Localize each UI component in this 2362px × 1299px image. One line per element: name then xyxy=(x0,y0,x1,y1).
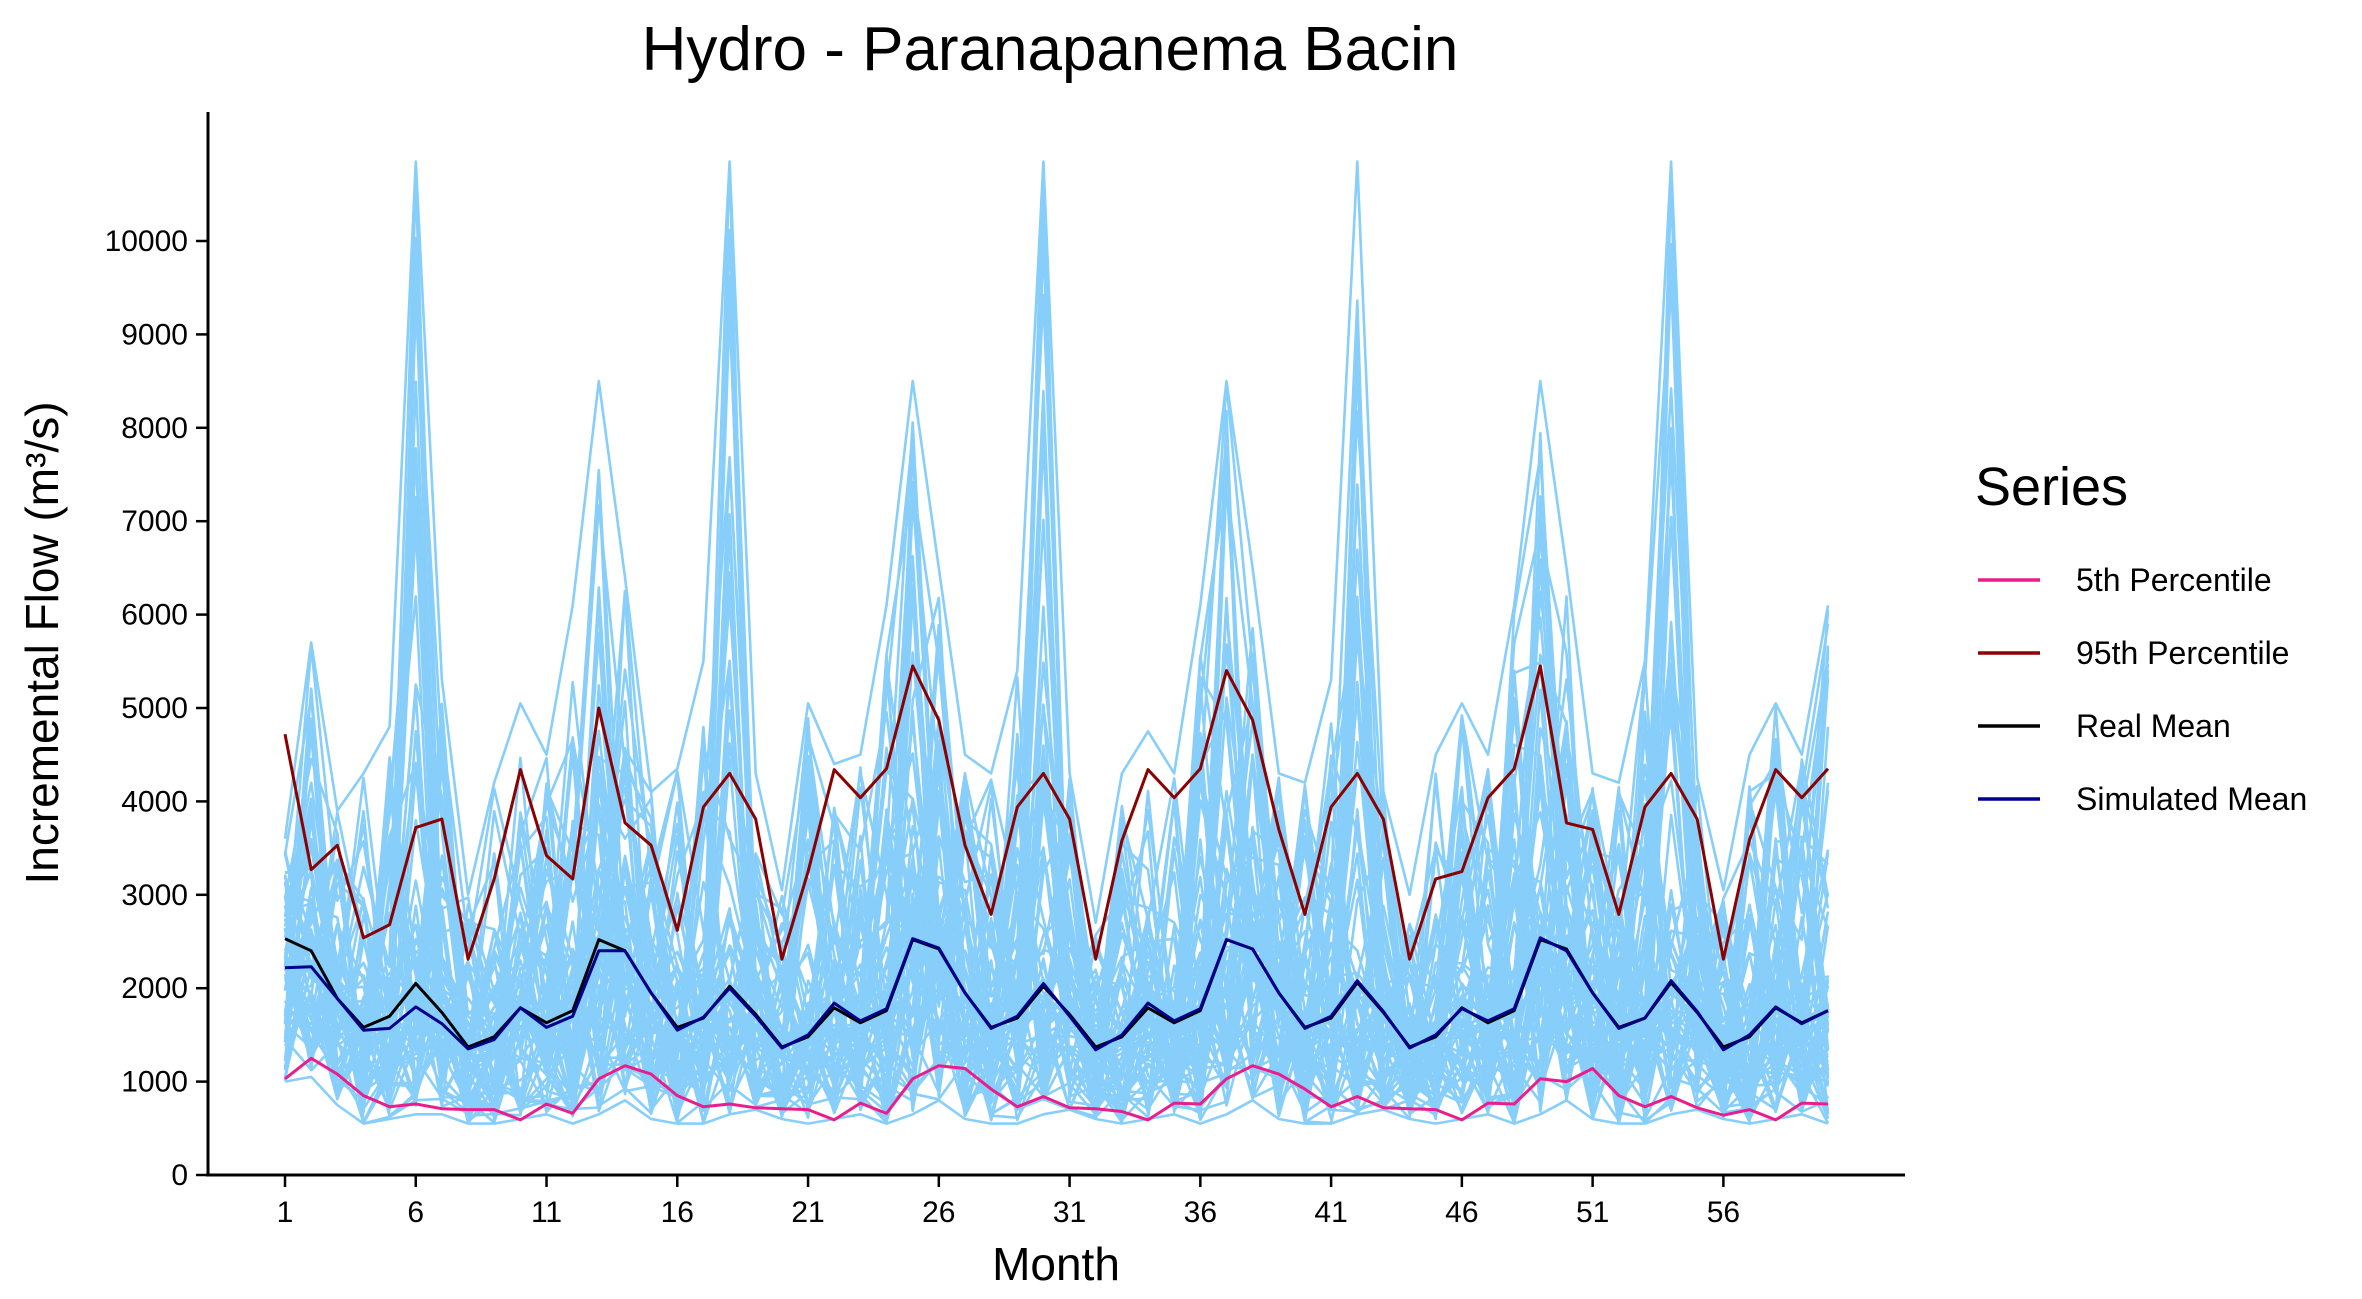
y-tick-label: 7000 xyxy=(121,505,188,538)
y-tick-label: 4000 xyxy=(121,785,188,818)
x-axis-title: Month xyxy=(992,1238,1120,1290)
x-tick-label: 46 xyxy=(1445,1196,1478,1229)
series-line-95th-percentile xyxy=(283,664,1830,961)
series-line-simulated-mean xyxy=(284,936,1829,1052)
y-tick-label: 10000 xyxy=(105,225,188,258)
series-line-5th-percentile xyxy=(284,1056,1829,1122)
y-tick-label: 5000 xyxy=(121,692,188,725)
x-tick-label: 51 xyxy=(1576,1196,1609,1229)
y-tick-label: 8000 xyxy=(121,412,188,445)
x-tick-label: 41 xyxy=(1314,1196,1347,1229)
simulated-scenarios xyxy=(283,160,1830,1125)
y-tick-label: 0 xyxy=(171,1159,188,1192)
y-tick-label: 1000 xyxy=(121,1066,188,1099)
y-tick-label: 6000 xyxy=(121,599,188,632)
simulated-scenario-line xyxy=(284,381,1830,1113)
y-tick-label: 9000 xyxy=(121,318,188,351)
legend-label: 5th Percentile xyxy=(2076,562,2272,598)
legend-label: Simulated Mean xyxy=(2076,781,2307,817)
chart-title: Hydro - Paranapanema Bacin xyxy=(642,15,1459,84)
legend: Series 5th Percentile 95th Percentile Real… xyxy=(1975,457,2307,817)
simulated-scenario-line xyxy=(283,595,1830,1121)
x-axis-ticks: 1 6 11 16 21 26 31 36 41 46 51 56 xyxy=(277,1175,1740,1229)
x-tick-label: 1 xyxy=(277,1196,294,1229)
x-tick-label: 16 xyxy=(661,1196,694,1229)
summary-series xyxy=(283,664,1830,1122)
x-tick-label: 56 xyxy=(1707,1196,1740,1229)
legend-label: 95th Percentile xyxy=(2076,635,2289,671)
simulated-scenario-line xyxy=(284,1075,1829,1125)
x-tick-label: 26 xyxy=(922,1196,955,1229)
y-axis-title: Incremental Flow (m³/s) xyxy=(16,401,68,884)
simulated-scenario-line xyxy=(283,511,1830,1114)
y-axis-ticks: 0 1000 2000 3000 4000 5000 6000 7000 8000 9000 100… xyxy=(105,225,208,1192)
x-tick-label: 11 xyxy=(531,1196,562,1229)
x-tick-label: 6 xyxy=(407,1196,424,1229)
simulated-scenario-line xyxy=(284,654,1829,1123)
x-tick-label: 21 xyxy=(791,1196,824,1229)
simulated-scenario-line xyxy=(283,380,1830,1125)
x-tick-label: 31 xyxy=(1053,1196,1086,1229)
simulated-scenario-line xyxy=(283,160,1830,925)
legend-title: Series xyxy=(1975,457,2128,517)
simulated-scenario-line xyxy=(283,161,1830,1116)
simulated-scenario-line xyxy=(283,615,1830,1119)
y-tick-label: 2000 xyxy=(121,972,188,1005)
y-tick-label: 3000 xyxy=(121,879,188,912)
simulated-scenario-line xyxy=(283,364,1830,1121)
x-tick-label: 36 xyxy=(1184,1196,1217,1229)
legend-label: Real Mean xyxy=(2076,708,2231,744)
